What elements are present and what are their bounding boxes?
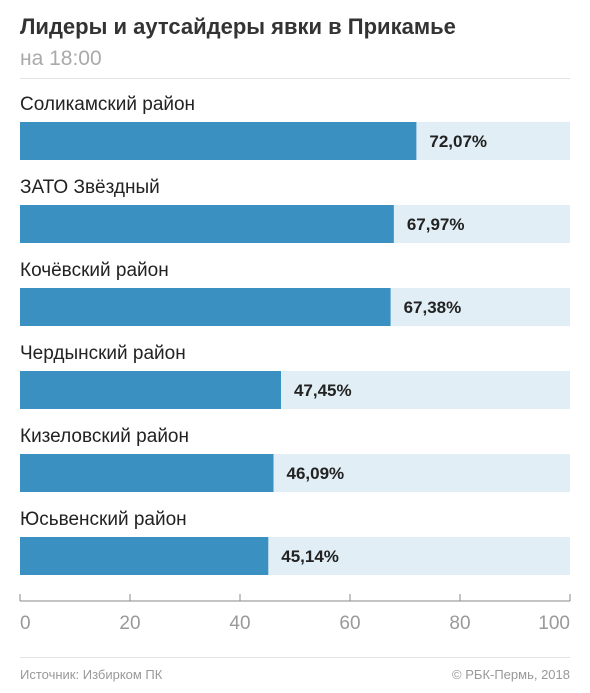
data-label: 67,38% bbox=[404, 298, 462, 317]
bar bbox=[20, 371, 281, 409]
x-tick-label: 20 bbox=[119, 613, 140, 634]
x-tick-label: 100 bbox=[538, 613, 570, 634]
category-label: ЗАТО Звёздный bbox=[20, 177, 160, 198]
x-tick-label: 0 bbox=[20, 613, 31, 634]
x-tick-label: 60 bbox=[339, 613, 360, 634]
chart-subtitle: на 18:00 bbox=[20, 47, 102, 70]
bar bbox=[20, 288, 391, 326]
data-label: 46,09% bbox=[286, 464, 344, 483]
bar bbox=[20, 205, 394, 243]
x-tick-label: 40 bbox=[229, 613, 250, 634]
category-label: Юсьвенский район bbox=[20, 509, 187, 530]
data-label: 45,14% bbox=[281, 547, 339, 566]
category-label: Чердынский район bbox=[20, 343, 186, 364]
bar bbox=[20, 537, 269, 575]
category-label: Кочёвский район bbox=[20, 260, 169, 281]
data-label: 47,45% bbox=[294, 381, 352, 400]
copyright-note: © РБК-Пермь, 2018 bbox=[452, 667, 570, 682]
x-tick-label: 80 bbox=[449, 613, 470, 634]
category-label: Соликамский район bbox=[20, 94, 195, 115]
category-label: Кизеловский район bbox=[20, 426, 189, 447]
footer-divider bbox=[20, 657, 570, 658]
header-divider bbox=[20, 78, 570, 79]
bar bbox=[20, 122, 417, 160]
data-label: 72,07% bbox=[429, 132, 487, 151]
bar bbox=[20, 454, 274, 492]
bar-chart: Соликамский район 72,07% ЗАТО Звёздный 67,9… bbox=[19, 94, 571, 634]
source-note: Источник: Избирком ПК bbox=[20, 667, 163, 682]
chart-title: Лидеры и аутсайдеры явки в Прикамье bbox=[20, 14, 456, 39]
data-label: 67,97% bbox=[407, 215, 465, 234]
